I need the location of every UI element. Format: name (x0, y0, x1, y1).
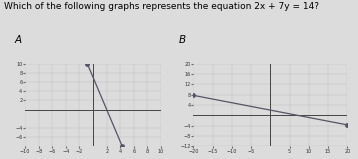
Text: B: B (179, 35, 186, 45)
Text: A: A (14, 35, 21, 45)
Text: Which of the following graphs represents the equation 2x + 7y = 14?: Which of the following graphs represents… (4, 2, 319, 11)
